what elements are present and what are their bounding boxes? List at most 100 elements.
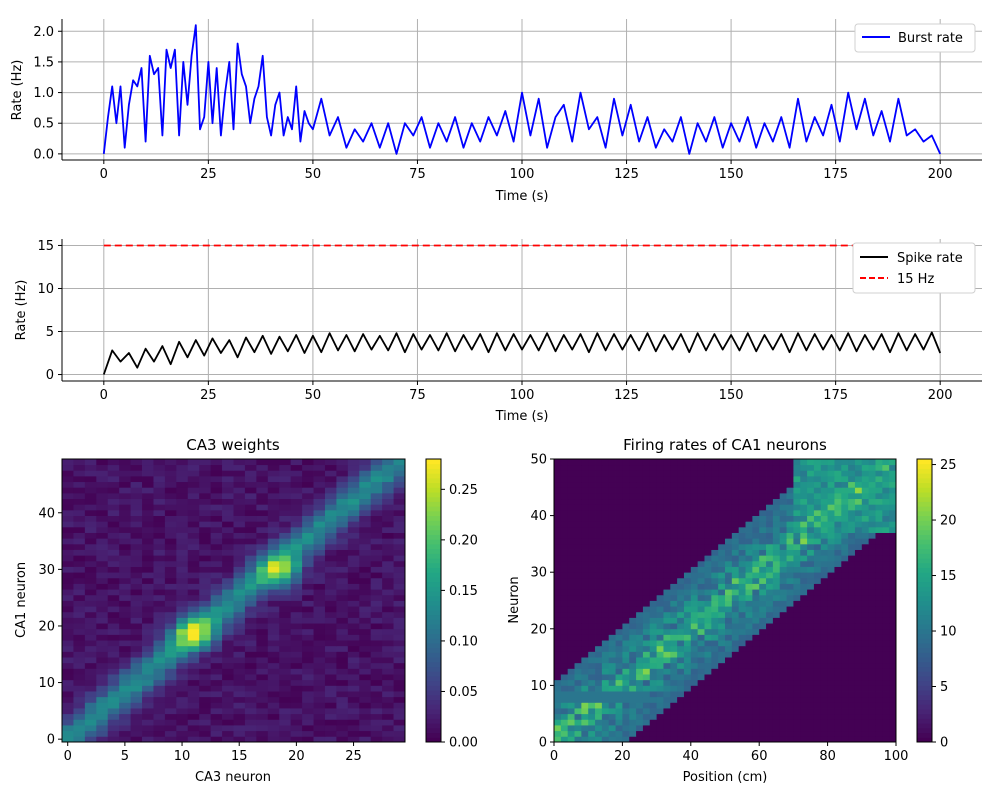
ca1-rate-cell bbox=[779, 600, 787, 607]
ca1-rate-cell bbox=[813, 572, 822, 579]
ca1-rate-cell bbox=[642, 509, 651, 516]
ca1-rate-cell bbox=[848, 668, 856, 675]
ca1-rate-cell bbox=[601, 543, 610, 550]
ca1-rate-cell bbox=[663, 532, 671, 539]
ca3-weight-cell bbox=[336, 526, 349, 533]
ca1-rate-cell bbox=[656, 464, 664, 471]
ca1-rate-cell bbox=[738, 668, 746, 675]
ca3-weight-cell bbox=[313, 617, 326, 624]
ca1-rate-cell bbox=[601, 509, 610, 516]
ca1-rate-cell bbox=[738, 725, 746, 732]
ca1-rate-cell bbox=[882, 538, 890, 545]
ca1-rate-cell bbox=[649, 679, 657, 686]
ca3-weight-cell bbox=[96, 583, 109, 590]
ca1-rate-cell bbox=[704, 634, 712, 641]
ca3-weight-cell bbox=[130, 628, 143, 635]
ca1-rate-cell bbox=[588, 560, 596, 567]
ca3-weight-cell bbox=[210, 600, 223, 607]
ca1-rate-cell bbox=[718, 521, 726, 528]
ca1-rate-cell bbox=[731, 611, 740, 618]
ca1-rate-cell bbox=[800, 515, 808, 522]
ca3-weight-cell bbox=[313, 674, 326, 681]
ca1-rate-cell bbox=[834, 549, 842, 556]
ca1-rate-cell bbox=[690, 475, 699, 483]
ca1-rate-cell bbox=[875, 685, 883, 692]
ca1-rate-cell bbox=[882, 487, 890, 494]
ca1-rate-cell bbox=[670, 464, 678, 471]
ca1-rate-cell bbox=[663, 628, 671, 635]
ca3-weight-cell bbox=[267, 600, 280, 607]
ca1-rate-cell bbox=[574, 566, 582, 573]
ca1-rate-cell bbox=[731, 668, 740, 675]
ca1-rate-cell bbox=[622, 606, 630, 613]
ca1-rate-cell bbox=[793, 594, 801, 601]
ca3-weight-cell bbox=[107, 634, 120, 641]
ca1-rate-cell bbox=[772, 572, 781, 579]
ca1-rate-cell bbox=[588, 464, 596, 471]
ca1-rate-cell bbox=[704, 470, 712, 477]
ca1-rate-cell bbox=[841, 577, 849, 584]
ca1-rate-cell bbox=[629, 617, 637, 624]
ca1-rate-cell bbox=[608, 657, 616, 664]
ca1-rate-cell bbox=[889, 617, 897, 624]
ca3-weight-cell bbox=[233, 708, 246, 715]
ca3-weight-cell bbox=[199, 617, 212, 624]
ca1-rate-cell bbox=[772, 719, 781, 726]
ca3-weight-cell bbox=[84, 600, 97, 607]
ca1-rate-cell bbox=[622, 509, 630, 516]
ca3-weight-cell bbox=[187, 475, 200, 483]
ca1-rate-cell bbox=[875, 498, 883, 505]
ca3-weight-cell bbox=[256, 640, 269, 647]
ca3-weight-cell bbox=[347, 645, 360, 652]
ca1-rate-cell bbox=[615, 645, 623, 652]
ca1-rate-cell bbox=[834, 509, 842, 516]
ca1-rate-cell bbox=[807, 645, 815, 652]
ca3-weight-cell bbox=[279, 515, 292, 522]
ca3-weight-cell bbox=[244, 674, 257, 681]
ca3-weight-cell bbox=[302, 498, 314, 505]
ca1-rate-cell bbox=[725, 492, 733, 500]
ca3-weight-cell bbox=[256, 521, 269, 528]
ca1-rate-cell bbox=[677, 730, 685, 737]
ca1-rates-colorbar-segment bbox=[917, 699, 932, 705]
ca3-weight-cell bbox=[302, 685, 314, 692]
ca1-rate-cell bbox=[629, 543, 637, 550]
ca3-weight-cell bbox=[267, 657, 280, 664]
ca1-rate-cell bbox=[861, 566, 870, 573]
ca3-weight-cell bbox=[176, 719, 189, 726]
ca1-rate-cell bbox=[827, 464, 835, 471]
ca1-rate-cell bbox=[882, 668, 890, 675]
ca1-rate-cell bbox=[677, 600, 685, 607]
ca1-rate-cell bbox=[841, 504, 849, 511]
ca3-weight-cell bbox=[302, 543, 314, 550]
ca1-rate-cell bbox=[554, 459, 562, 466]
ca3-weight-cell bbox=[370, 560, 383, 567]
ca1-rate-cell bbox=[889, 708, 897, 715]
ca3-weight-cell bbox=[336, 640, 349, 647]
ca3-weight-cell bbox=[393, 543, 406, 550]
ca1-rate-cell bbox=[677, 645, 685, 652]
ca3-weight-cell bbox=[119, 464, 131, 471]
ca3-weight-cell bbox=[164, 509, 177, 516]
ca1-rate-cell bbox=[677, 696, 685, 703]
ca3-weight-cell bbox=[222, 617, 234, 624]
ca1-rate-cell bbox=[786, 634, 794, 641]
ca1-rate-cell bbox=[820, 691, 828, 698]
ca1-rate-cell bbox=[813, 725, 822, 732]
ca3-weight-cell bbox=[73, 645, 86, 652]
ca3-weight-cell bbox=[176, 702, 189, 709]
ca3-weight-cell bbox=[370, 464, 383, 471]
ca1-rate-cell bbox=[636, 719, 644, 726]
ca3-weight-cell bbox=[347, 600, 360, 607]
ca3-weight-cell bbox=[393, 713, 406, 720]
ca1-rate-cell bbox=[868, 543, 876, 550]
ca3-weight-cell bbox=[164, 600, 177, 607]
ca3-weight-cell bbox=[290, 651, 303, 658]
ca3-weight-cell bbox=[96, 691, 109, 698]
ca1-rate-cell bbox=[772, 685, 781, 692]
ca1-rate-cell bbox=[854, 685, 863, 692]
ca1-rate-cell bbox=[813, 577, 822, 584]
ca3-weight-cell bbox=[222, 623, 234, 630]
ca1-rate-cell bbox=[636, 526, 644, 533]
ca1-rate-cell bbox=[820, 470, 828, 477]
